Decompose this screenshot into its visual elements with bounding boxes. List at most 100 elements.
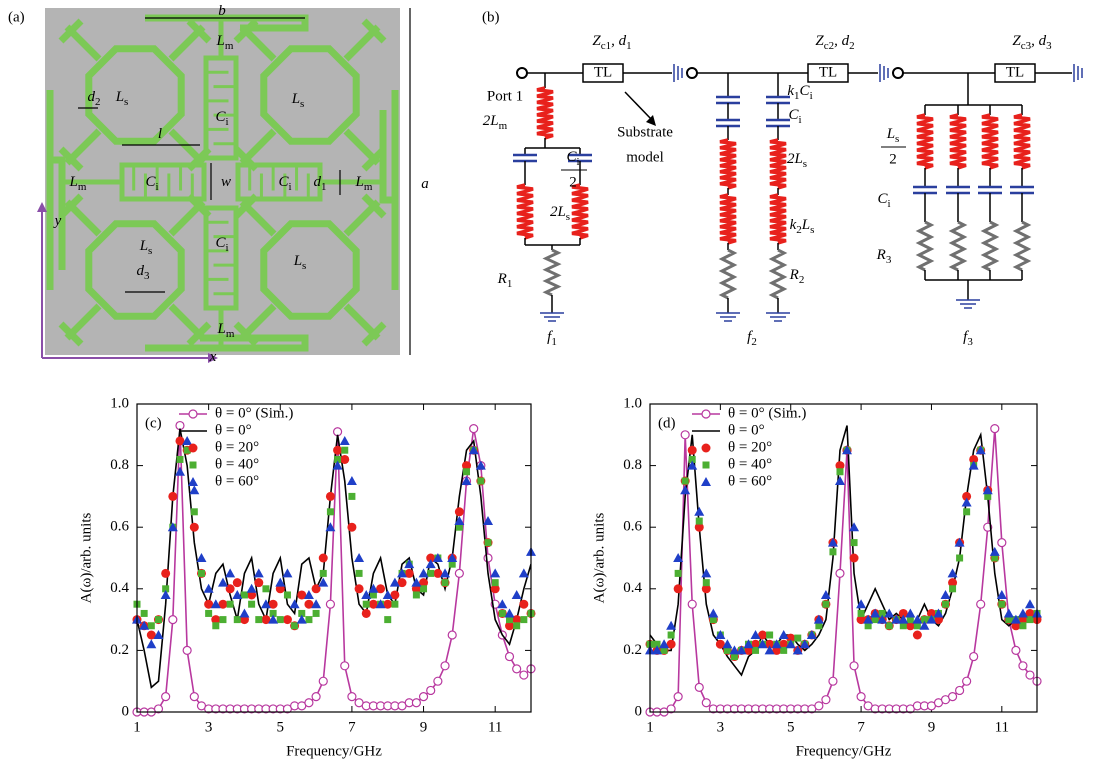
diagram-label: d2 xyxy=(88,89,101,107)
subscript: s xyxy=(810,224,814,236)
label-part: w xyxy=(221,174,231,190)
data-point xyxy=(794,634,802,642)
data-point xyxy=(454,516,465,526)
inductor xyxy=(981,113,999,170)
data-point xyxy=(660,646,668,654)
data-point xyxy=(175,420,185,431)
subscript: i xyxy=(810,90,813,102)
data-point xyxy=(653,640,661,648)
x-tick-label: 1 xyxy=(646,719,654,735)
plot-frame xyxy=(136,403,532,713)
data-point xyxy=(758,630,768,640)
label-part: f xyxy=(747,329,753,345)
label-part: y xyxy=(53,213,62,229)
diagram-label: Lm xyxy=(355,174,373,192)
data-point xyxy=(766,631,774,639)
data-point xyxy=(849,553,859,563)
data-point xyxy=(820,589,831,599)
data-point xyxy=(786,633,796,643)
data-point xyxy=(341,446,349,454)
data-point xyxy=(362,600,370,608)
data-point xyxy=(248,600,256,608)
port xyxy=(686,67,698,79)
legend-marker xyxy=(188,409,198,419)
data-point xyxy=(268,599,278,609)
data-point xyxy=(440,661,450,671)
data-point xyxy=(253,568,264,578)
diagram-label: TL xyxy=(594,64,612,80)
data-point xyxy=(513,622,521,630)
resistor xyxy=(980,220,1000,272)
data-point xyxy=(878,609,886,617)
data-point xyxy=(968,460,979,470)
diagram-label: 2 xyxy=(889,151,897,167)
legend-label: θ = 0° xyxy=(728,422,765,438)
data-point xyxy=(140,609,148,617)
data-point xyxy=(312,609,320,617)
legend-marker xyxy=(188,477,198,486)
data-point xyxy=(340,454,350,464)
data-point xyxy=(912,614,923,624)
diagram-label: Ci xyxy=(278,174,291,192)
data-point xyxy=(947,568,958,578)
data-point xyxy=(913,622,921,630)
data-point xyxy=(1011,645,1021,656)
data-point xyxy=(275,577,286,587)
data-point xyxy=(168,491,178,501)
data-point xyxy=(225,568,236,578)
data-point xyxy=(520,616,528,624)
data-point xyxy=(864,622,872,630)
subscript: i xyxy=(887,198,890,210)
diagram-label: model xyxy=(626,149,664,165)
data-point xyxy=(354,584,364,594)
x-tick-label: 7 xyxy=(857,719,865,735)
data-point xyxy=(268,614,279,624)
data-point xyxy=(174,466,185,476)
resistor xyxy=(718,248,738,300)
data-point xyxy=(680,485,691,495)
data-point xyxy=(426,685,436,696)
data-point xyxy=(190,508,198,516)
data-point xyxy=(298,609,306,617)
data-point xyxy=(397,568,408,578)
diagram-label: Ci xyxy=(215,109,228,127)
data-point xyxy=(240,591,248,599)
subscript: m xyxy=(226,328,235,340)
label-part: C xyxy=(566,149,577,165)
resistor xyxy=(1012,220,1032,272)
metal-strip xyxy=(58,128,102,172)
diagram-label: w xyxy=(221,174,231,190)
label-part: f xyxy=(963,329,969,345)
legend-label: θ = 20° xyxy=(215,439,259,455)
data-point xyxy=(512,664,522,674)
data-point xyxy=(189,522,199,532)
data-point xyxy=(828,676,838,686)
data-point xyxy=(506,616,514,624)
subscript: 3 xyxy=(967,336,973,348)
data-point xyxy=(196,553,207,562)
x-tick-label: 11 xyxy=(995,719,1009,735)
data-point xyxy=(694,506,705,516)
data-point xyxy=(261,615,271,625)
data-point xyxy=(304,698,314,708)
data-point xyxy=(297,590,307,600)
subscript: 2 xyxy=(796,224,802,236)
data-point xyxy=(949,585,957,593)
data-point xyxy=(954,537,965,547)
inductor xyxy=(571,183,589,240)
arrow xyxy=(624,91,653,121)
data-point xyxy=(167,522,178,532)
label-part: L xyxy=(139,238,148,254)
data-point xyxy=(750,630,761,639)
legend-label: θ = 0° xyxy=(215,422,252,438)
data-point xyxy=(856,691,866,702)
label-part: C xyxy=(800,83,811,99)
legend-label: θ = 60° xyxy=(728,473,772,489)
diagram-label: TL xyxy=(1006,64,1024,80)
data-point xyxy=(962,491,972,501)
label-part: R xyxy=(497,271,507,287)
data-point xyxy=(463,468,471,476)
data-point xyxy=(361,589,372,599)
data-point xyxy=(204,599,214,609)
legend-marker xyxy=(701,409,711,419)
